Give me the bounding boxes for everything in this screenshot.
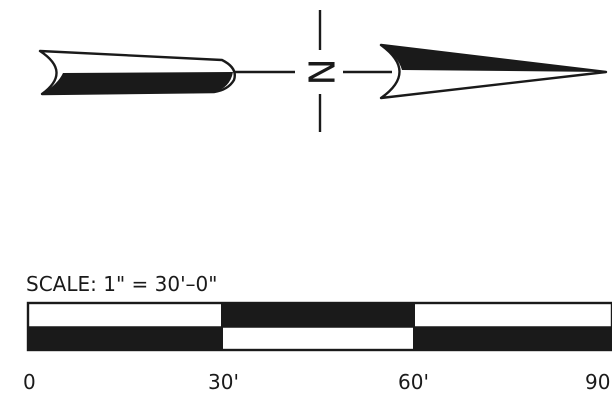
scale-segment-2-top [222,303,414,327]
north-arrow-tail [38,49,236,96]
north-arrow: N [38,10,608,132]
scale-tick-30: 30' [208,370,239,394]
scale-segment-3-bottom [414,327,612,350]
north-arrow-head [379,43,608,100]
scale-tick-90: 90 [585,370,610,394]
scale-tick-0: 0 [23,370,36,394]
scale-segment-1-bottom [28,327,222,350]
scale-bar: SCALE: 1" = 30'–0" 0 30' 60' 90 [23,272,612,394]
scale-title: SCALE: 1" = 30'–0" [26,272,217,296]
scale-tick-60: 60' [398,370,429,394]
north-label: N [300,59,341,86]
